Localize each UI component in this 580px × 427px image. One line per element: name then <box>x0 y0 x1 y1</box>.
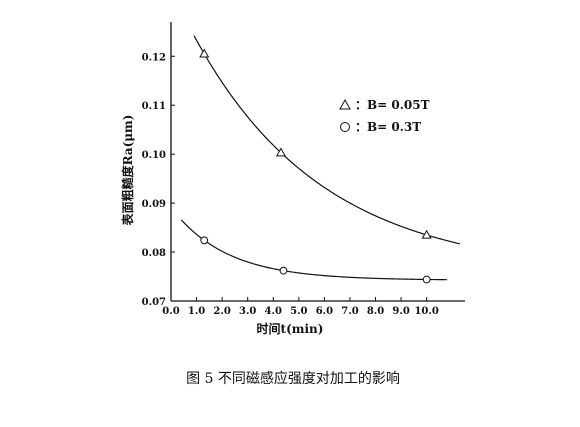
legend-label: ：B= 0.05T <box>355 98 430 112</box>
x-tick-label: 6.0 <box>316 306 333 317</box>
y-tick-label: 0.07 <box>142 297 166 308</box>
x-tick-label: 2.0 <box>213 306 230 317</box>
circle-data-point <box>200 236 209 245</box>
y-tick-label: 0.11 <box>142 101 166 112</box>
y-tick-label: 0.10 <box>142 150 166 161</box>
circle-data-point <box>279 266 288 275</box>
legend-triangle-icon <box>339 98 351 110</box>
x-tick-label: 7.0 <box>341 306 358 317</box>
x-tick-label: 9.0 <box>392 306 409 317</box>
data-points <box>199 48 432 284</box>
x-axis-ticks: 0.0 1.0 2.0 3.0 4.0 5.0 6.0 7.0 8.0 9.0 10.0 <box>162 297 439 317</box>
triangle-data-point <box>275 147 286 157</box>
axes <box>170 22 465 302</box>
x-tick-label: 10.0 <box>414 306 438 317</box>
x-tick-label: 4.0 <box>265 306 282 317</box>
y-axis-label: 表面粗糙度Ra(μm) <box>120 115 135 227</box>
triangle-data-point <box>421 229 432 239</box>
legend: ：B= 0.05T ：B= 0.3T <box>339 98 430 134</box>
figure-caption: 图 5 不同磁感应强度对加工的影响 <box>186 370 400 387</box>
y-tick-label: 0.12 <box>142 52 166 63</box>
y-axis-ticks: 0.07 0.08 0.09 0.10 0.11 0.12 <box>142 52 175 308</box>
legend-circle-icon <box>340 122 350 132</box>
x-tick-label: 1.0 <box>188 306 205 317</box>
x-tick-label: 3.0 <box>239 306 256 317</box>
legend-label: ：B= 0.3T <box>355 120 421 134</box>
fit-curves <box>180 35 461 281</box>
y-tick-label: 0.08 <box>142 248 166 259</box>
triangle-data-point <box>199 48 210 58</box>
x-axis-label: 时间t(min) <box>257 321 324 336</box>
x-tick-label: 5.0 <box>290 306 307 317</box>
fit-curve-b-0-05t <box>193 35 461 245</box>
y-tick-label: 0.09 <box>142 199 166 210</box>
circle-data-point <box>422 275 431 284</box>
fit-curve-b-0-3t <box>180 219 448 281</box>
x-tick-label: 8.0 <box>367 306 384 317</box>
x-tick-label: 0.0 <box>162 306 179 317</box>
